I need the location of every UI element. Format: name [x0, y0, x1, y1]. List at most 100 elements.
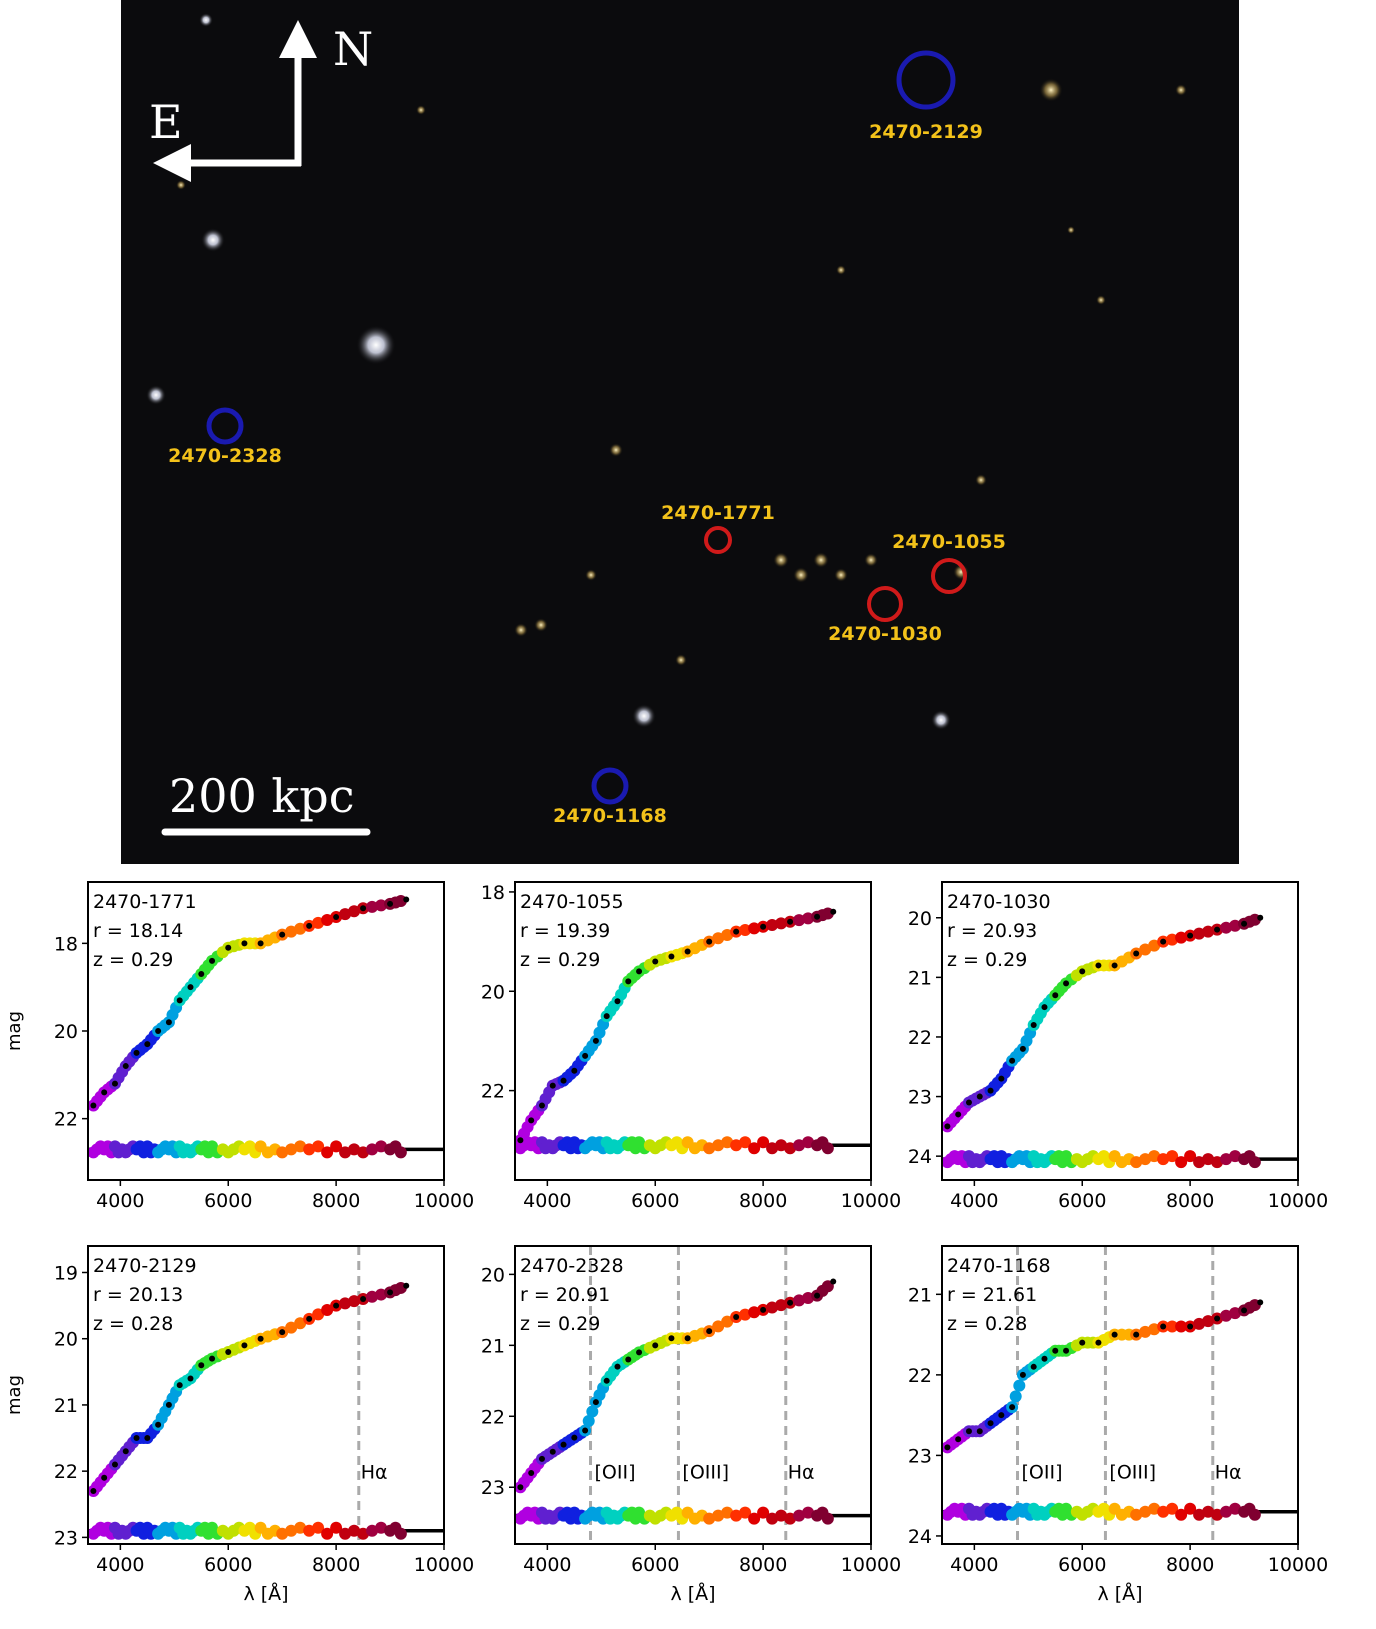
photometry-point [582, 1415, 595, 1428]
model-point [603, 1377, 610, 1384]
y-tick-label: 22 [54, 1461, 78, 1483]
residual-point [1248, 1156, 1261, 1169]
model-point [592, 1399, 599, 1406]
target-2470-2129: 2470-2129 [869, 50, 983, 143]
model-point [592, 1037, 599, 1044]
photometry-point [775, 917, 788, 930]
panel-annotation: z = 0.29 [520, 949, 600, 971]
model-point [101, 1089, 108, 1096]
residual-point [1166, 1502, 1179, 1515]
model-point [176, 997, 183, 1004]
plot-frame [941, 1245, 1299, 1545]
photometry-point [1202, 925, 1215, 938]
model-point [976, 1428, 983, 1435]
model-point [955, 1111, 962, 1118]
model-point [333, 1302, 340, 1309]
model-point [582, 1052, 589, 1059]
model-point [360, 905, 367, 912]
panel-annotation: 2470-1055 [520, 891, 624, 913]
x-tick-label: 10000 [414, 1190, 474, 1212]
emission-line-label: [OIII] [682, 1461, 729, 1483]
model-point [257, 940, 264, 947]
photometry-point [802, 1292, 815, 1305]
model-point [625, 978, 632, 985]
panel-annotation: z = 0.28 [947, 1313, 1027, 1335]
background-source [1175, 84, 1187, 96]
model-point [528, 1117, 535, 1124]
model-point [165, 1019, 172, 1026]
residual-point [1175, 1508, 1188, 1521]
photometry-point [1193, 927, 1206, 940]
x-tick-label: 10000 [414, 1554, 474, 1576]
photometry-point [1175, 931, 1188, 944]
background-source [975, 474, 987, 486]
model-point [1030, 1363, 1037, 1370]
model-point [955, 1436, 962, 1443]
residual-point [330, 1521, 343, 1534]
residual-point [739, 1136, 752, 1149]
model-point [1079, 968, 1086, 975]
x-tick-label: 8000 [312, 1554, 360, 1576]
x-axis-label: λ [Å] [670, 1582, 715, 1605]
model-point [998, 1412, 1005, 1419]
model-point [165, 1401, 172, 1408]
model-point [187, 984, 194, 991]
sed-panel: 4000 6000 8000 10000 18 20 22 2470-1055 r = 19.3… [481, 881, 901, 1212]
x-tick-label: 4000 [950, 1190, 998, 1212]
x-tick-label: 10000 [841, 1190, 901, 1212]
model-point [684, 948, 691, 955]
model-point [176, 1382, 183, 1389]
x-tick-label: 8000 [739, 1554, 787, 1576]
residual-point [757, 1136, 770, 1149]
plot-frame [514, 1245, 872, 1545]
model-point [636, 1349, 643, 1356]
model-point [1019, 1045, 1026, 1052]
emission-line-label: [OII] [1022, 1461, 1063, 1483]
model-point [571, 1434, 578, 1441]
photometry-point [1166, 1320, 1179, 1333]
y-tick-label: 22 [54, 1109, 78, 1131]
panel-annotation: r = 19.39 [520, 920, 610, 942]
photometry-point [1139, 943, 1152, 956]
photometry-point [721, 1315, 734, 1328]
photometry-point [766, 919, 779, 932]
background-source [534, 618, 548, 632]
model-point [517, 1484, 524, 1491]
residual-point [394, 1527, 407, 1540]
sed-panels: 4000 6000 8000 10000 18 20 22 2470-1771 r = 18.1… [4, 881, 1328, 1605]
y-tick-label: 22 [908, 1365, 932, 1387]
x-tick-label: 8000 [1166, 1554, 1214, 1576]
emission-line-label: [OII] [595, 1461, 636, 1483]
residual-point [394, 1146, 407, 1159]
photometry-point [366, 1290, 379, 1303]
x-tick-label: 6000 [1058, 1554, 1106, 1576]
model-point [603, 1013, 610, 1020]
model-point [760, 923, 767, 930]
residual-point [1184, 1502, 1197, 1515]
model-point [387, 1289, 394, 1296]
scalebar-label: 200 kpc [169, 769, 355, 823]
y-tick-label: 21 [54, 1395, 78, 1417]
y-tick-label: 23 [54, 1527, 78, 1549]
background-source [1039, 78, 1063, 102]
panel-annotation: z = 0.29 [93, 949, 173, 971]
x-tick-label: 6000 [1058, 1190, 1106, 1212]
model-point [306, 1315, 313, 1322]
model-point [652, 958, 659, 965]
residual-point [321, 1527, 334, 1540]
model-point [760, 1306, 767, 1313]
model-point [155, 1028, 162, 1034]
model-point [306, 922, 313, 929]
residual-point [1248, 1508, 1261, 1521]
east-label: E [149, 95, 183, 149]
model-point [133, 1049, 140, 1056]
model-point [538, 1455, 545, 1462]
residual-point [821, 1142, 834, 1155]
model-point [668, 953, 675, 960]
x-tick-label: 6000 [631, 1554, 679, 1576]
model-point [636, 968, 643, 975]
residual-point [330, 1140, 343, 1153]
background-source [773, 552, 789, 568]
model-point [1063, 1347, 1070, 1354]
photometry-point [712, 1320, 725, 1333]
